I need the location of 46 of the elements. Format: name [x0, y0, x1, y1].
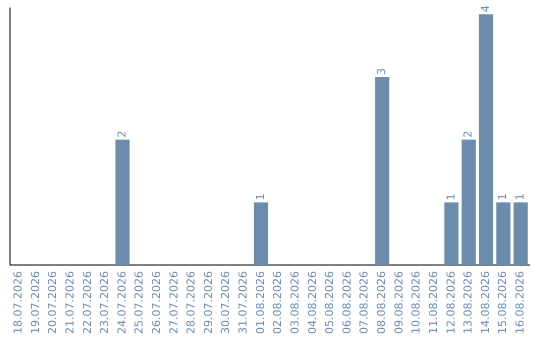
data-label: 1 [514, 193, 527, 200]
x-tick-label: 31.07.2026 [236, 271, 250, 334]
data-label: 2 [115, 130, 128, 138]
x-tick-label: 20.07.2026 [46, 271, 60, 334]
x-tick-label: 05.08.2026 [323, 271, 336, 334]
x-tick-label: 28.07.2026 [184, 271, 198, 334]
data-label: 3 [375, 68, 388, 75]
x-tick-label: 16.08.2026 [514, 271, 527, 334]
x-tick-label: 23.07.2026 [98, 271, 112, 334]
x-tick-label: 11.08.2026 [426, 271, 440, 334]
bar [462, 140, 476, 266]
x-tick-label: 19.07.2026 [28, 271, 42, 334]
x-tick-label: 01.08.2026 [254, 271, 267, 334]
x-tick-label: 25.07.2026 [132, 271, 146, 334]
bar [514, 202, 528, 266]
x-tick-label: 29.07.2026 [202, 271, 215, 334]
x-tick-label: 06.08.2026 [340, 271, 354, 334]
bar [375, 76, 390, 266]
data-label: 1 [444, 193, 458, 200]
x-tick-label: 02.08.2026 [271, 271, 284, 334]
x-tick-label: 24.07.2026 [115, 271, 128, 334]
data-label: 4 [478, 5, 492, 12]
bar [444, 202, 459, 266]
x-tick-label: 27.07.2026 [167, 271, 180, 334]
bar [115, 140, 130, 266]
x-tick-label: 21.07.2026 [63, 271, 76, 334]
x-tick-label: 10.08.2026 [410, 271, 423, 334]
x-tick-label: 04.08.2026 [306, 271, 319, 334]
x-tick-label: 26.07.2026 [150, 271, 163, 334]
x-tick-label: 22.07.2026 [80, 271, 94, 334]
x-tick-label: 15.08.2026 [496, 271, 510, 334]
x-tick-label: 18.07.2026 [12, 271, 25, 334]
data-label: 1 [496, 193, 510, 200]
bar [254, 202, 268, 266]
data-label: 1 [254, 193, 267, 200]
data-label: 2 [462, 130, 475, 138]
x-tick-label: 07.08.2026 [358, 271, 371, 334]
x-tick-label: 09.08.2026 [392, 271, 406, 334]
x-tick-label: 08.08.2026 [375, 271, 388, 334]
x-tick-label: 14.08.2026 [478, 271, 492, 334]
bar [496, 202, 510, 266]
x-tick-label: 03.08.2026 [288, 271, 302, 334]
x-tick-label: 12.08.2026 [444, 271, 458, 334]
bar [478, 14, 494, 266]
x-tick-label: 30.07.2026 [219, 271, 232, 334]
x-tick-label: 13.08.2026 [462, 271, 475, 334]
